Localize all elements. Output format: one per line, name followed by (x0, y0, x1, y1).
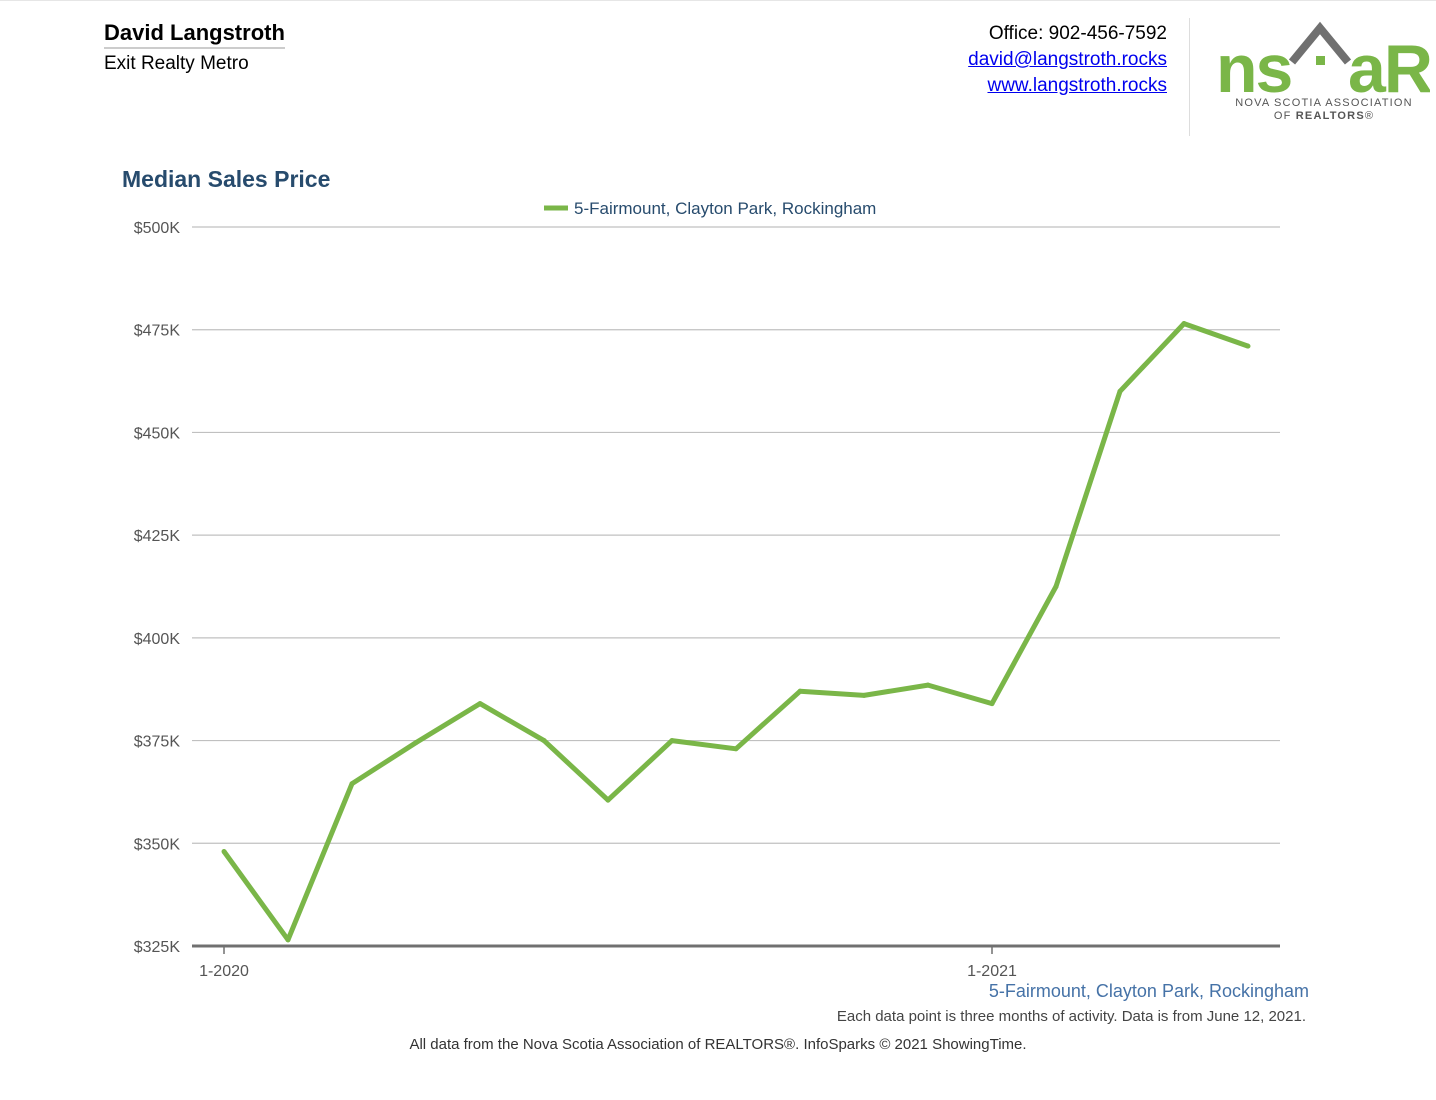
data-point (413, 740, 419, 746)
y-tick-label: $400K (134, 631, 181, 648)
data-point (989, 701, 995, 707)
logo-caption-realtors: REALTORS (1295, 110, 1365, 122)
chart-title: Median Sales Price (122, 166, 331, 192)
data-point (1117, 388, 1123, 394)
header-divider (1189, 18, 1190, 136)
email-link[interactable]: david@langstroth.rocks (968, 49, 1167, 70)
data-point (669, 738, 675, 744)
legend-label: 5-Fairmount, Clayton Park, Rockingham (574, 199, 876, 218)
footer-note: Each data point is three months of activ… (836, 1008, 1306, 1025)
logo-right-text: aR (1348, 31, 1430, 107)
footer-credit-text: All data from the Nova Scotia Associatio… (409, 1036, 1027, 1053)
series-line (221, 321, 1249, 943)
data-point (1053, 584, 1059, 589)
agent-name: David Langstroth (104, 20, 285, 49)
y-tick-label: $325K (134, 939, 181, 956)
grid-lines (192, 226, 1280, 844)
data-point (797, 688, 803, 694)
top-border (0, 0, 1436, 1)
data-point (925, 682, 931, 688)
footer-series-label: 5-Fairmount, Clayton Park, Rockingham (988, 981, 1309, 1001)
x-tick-label: 1-2020 (199, 963, 249, 980)
x-tick-label: 1-2021 (967, 963, 1017, 980)
data-point (1245, 343, 1251, 349)
data-point (349, 781, 355, 787)
logo-caption: NOVA SCOTIA ASSOCIATION OF REALTORS® (1214, 97, 1434, 123)
y-tick-label: $350K (134, 836, 181, 853)
logo-caption-prefix: OF (1273, 110, 1296, 122)
data-point (477, 701, 483, 707)
y-tick-label: $375K (134, 734, 181, 751)
logo-caption-line1: NOVA SCOTIA ASSOCIATION (1235, 97, 1413, 109)
y-tick-label: $425K (134, 528, 181, 545)
footer-credit: All data from the Nova Scotia Associatio… (0, 1036, 1436, 1053)
data-point (605, 797, 611, 803)
data-point (221, 849, 227, 855)
office-phone: Office: 902-456-7592 (988, 23, 1167, 44)
series-group (221, 321, 1251, 943)
logo-caption-suffix: ® (1364, 110, 1375, 122)
logo-caption-line2: OF REALTORS® (1214, 110, 1434, 123)
logo-window-icon (1316, 56, 1325, 65)
logo-roof-icon (1288, 21, 1352, 65)
data-point (541, 738, 547, 744)
data-point (861, 692, 867, 698)
y-tick-label: $500K (134, 220, 181, 237)
y-tick-label: $450K (134, 425, 181, 442)
x-axis: 1-2020 1-2021 (192, 944, 1280, 980)
logo-left-text: ns (1216, 31, 1292, 107)
y-tick-label: $475K (134, 323, 181, 340)
agent-company: Exit Realty Metro (104, 53, 249, 74)
website-link[interactable]: www.langstroth.rocks (987, 75, 1167, 96)
contact-block: Office: 902-456-7592 david@langstroth.ro… (968, 21, 1167, 99)
y-axis-tick-labels: $325K $350K $375K $400K $425K $450K $475K $500K (134, 220, 181, 956)
data-point (285, 937, 291, 943)
data-point (1181, 321, 1187, 327)
nsar-logo: ns aR (1216, 21, 1430, 107)
data-point (733, 746, 739, 752)
legend: 5-Fairmount, Clayton Park, Rockingham (544, 199, 876, 218)
